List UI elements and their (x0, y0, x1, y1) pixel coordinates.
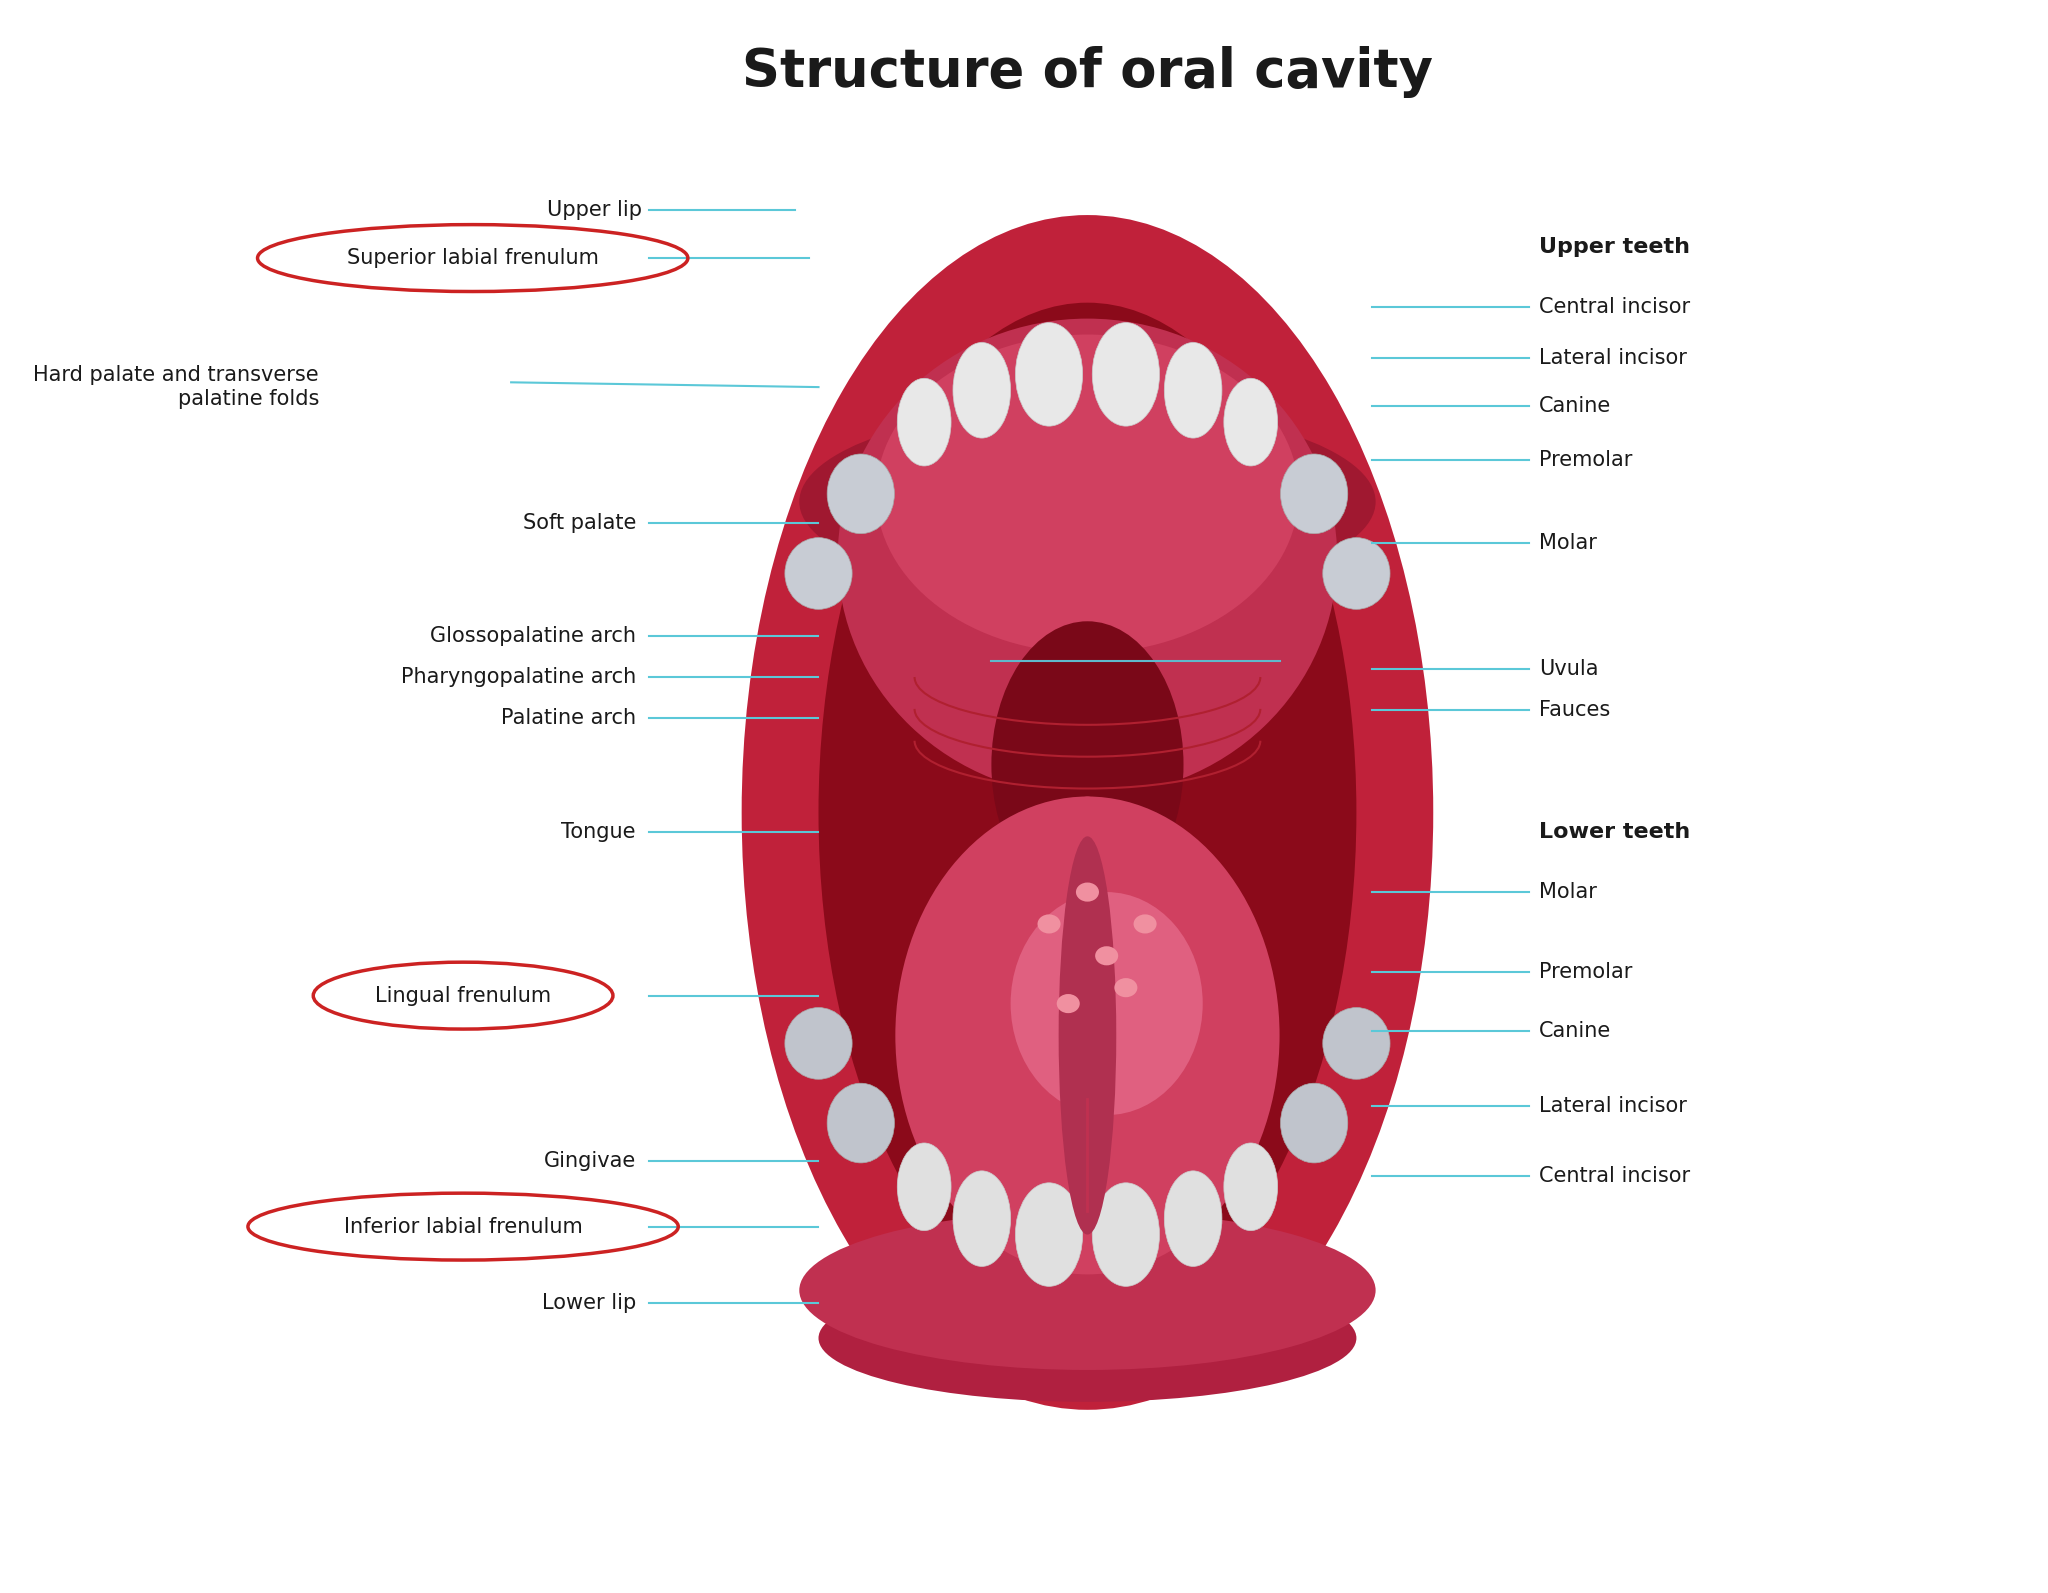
Circle shape (1038, 914, 1061, 933)
Ellipse shape (1225, 379, 1278, 465)
Circle shape (1096, 946, 1118, 965)
Text: Soft palate: Soft palate (522, 513, 637, 532)
Ellipse shape (784, 1008, 852, 1080)
Ellipse shape (1016, 322, 1083, 425)
Ellipse shape (1059, 836, 1116, 1235)
Ellipse shape (952, 342, 1010, 438)
Text: Tongue: Tongue (561, 822, 637, 841)
Ellipse shape (1016, 1182, 1083, 1287)
Text: Fauces: Fauces (1538, 701, 1610, 720)
Text: Central incisor: Central incisor (1538, 298, 1690, 317)
Text: Molar: Molar (1538, 883, 1597, 902)
Ellipse shape (819, 1274, 1356, 1402)
Ellipse shape (741, 215, 1434, 1410)
Text: Molar: Molar (1538, 534, 1597, 553)
Text: Uvula: Uvula (1538, 660, 1597, 679)
Text: Lateral incisor: Lateral incisor (1538, 1096, 1688, 1115)
Text: Lower teeth: Lower teeth (1538, 822, 1690, 841)
Ellipse shape (1280, 454, 1348, 534)
Ellipse shape (1225, 1144, 1278, 1230)
Circle shape (1114, 978, 1137, 997)
Text: Palatine arch: Palatine arch (502, 709, 637, 728)
Ellipse shape (1092, 1182, 1159, 1287)
Ellipse shape (1280, 1083, 1348, 1163)
Text: Gingivae: Gingivae (545, 1152, 637, 1171)
Ellipse shape (895, 796, 1280, 1274)
Ellipse shape (897, 379, 950, 465)
Ellipse shape (827, 454, 895, 534)
Ellipse shape (1323, 1008, 1391, 1080)
Ellipse shape (1063, 796, 1112, 892)
Ellipse shape (799, 406, 1376, 597)
Text: Lingual frenulum: Lingual frenulum (375, 986, 551, 1005)
Ellipse shape (784, 537, 852, 609)
Text: Superior labial frenulum: Superior labial frenulum (346, 249, 598, 268)
Text: Inferior labial frenulum: Inferior labial frenulum (344, 1217, 582, 1236)
Ellipse shape (799, 1211, 1376, 1370)
Ellipse shape (1165, 342, 1223, 438)
Ellipse shape (838, 319, 1337, 796)
Ellipse shape (1010, 892, 1202, 1115)
Text: Lateral incisor: Lateral incisor (1538, 349, 1688, 368)
Text: Central incisor: Central incisor (1538, 1166, 1690, 1185)
Ellipse shape (1165, 1171, 1223, 1266)
Text: Premolar: Premolar (1538, 451, 1632, 470)
Ellipse shape (991, 621, 1184, 908)
Text: Structure of oral cavity: Structure of oral cavity (741, 46, 1434, 97)
Text: Pharyngopalatine arch: Pharyngopalatine arch (401, 667, 637, 687)
Circle shape (1075, 883, 1100, 902)
Ellipse shape (1092, 322, 1159, 425)
Text: Hard palate and transverse
palatine folds: Hard palate and transverse palatine fold… (33, 365, 319, 409)
Text: Canine: Canine (1538, 397, 1612, 416)
Circle shape (1133, 914, 1157, 933)
Ellipse shape (952, 1171, 1010, 1266)
Text: Canine: Canine (1538, 1021, 1612, 1040)
Ellipse shape (827, 1083, 895, 1163)
Text: Glossopalatine arch: Glossopalatine arch (430, 626, 637, 645)
Ellipse shape (1323, 537, 1391, 609)
Ellipse shape (897, 1144, 950, 1230)
Text: Upper teeth: Upper teeth (1538, 237, 1690, 256)
Ellipse shape (819, 303, 1356, 1322)
Circle shape (1057, 994, 1079, 1013)
Text: Premolar: Premolar (1538, 962, 1632, 981)
Text: Lower lip: Lower lip (543, 1294, 637, 1313)
Text: Upper lip: Upper lip (547, 201, 641, 220)
Ellipse shape (877, 335, 1298, 653)
